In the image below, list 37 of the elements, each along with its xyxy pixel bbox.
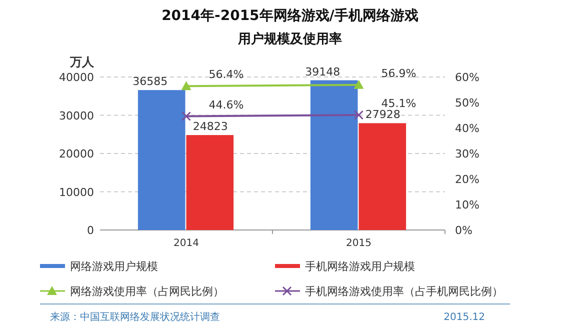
legend-label: 网络游戏用户规模: [70, 260, 158, 273]
legend-label: 手机网络游戏用户规模: [305, 260, 415, 273]
y2-tick-label: 10%: [455, 198, 480, 212]
source-note: 来源：中国互联网络发展状况统计调查: [50, 311, 220, 323]
y-tick-label: 30000: [59, 109, 94, 122]
y2-tick-label: 60%: [455, 71, 480, 84]
text: 2015.12: [444, 312, 485, 323]
y-axis-title: 万人: [69, 55, 95, 69]
y-tick-label: 20000: [59, 148, 94, 160]
data-label: 56.4%: [208, 68, 244, 82]
y-tick-label: 40000: [59, 71, 94, 84]
chart-title: 2014年-2015年网络游戏/手机网络游戏: [162, 7, 418, 24]
legend-label: 手机网络游戏使用率（占手机网民比例）: [305, 285, 503, 298]
bar: [310, 80, 358, 230]
data-label: 36585: [132, 75, 168, 88]
point: [354, 110, 364, 120]
bar: [138, 90, 186, 230]
data-label: 27928: [365, 108, 400, 122]
y2-tick-label: 50%: [455, 96, 480, 110]
x-tick-label: 2014: [174, 238, 199, 249]
data-label: 24823: [192, 120, 228, 134]
bar: [358, 123, 406, 230]
data-label: 44.6%: [208, 98, 244, 112]
chart-subtitle: 用户规模及使用率: [237, 31, 342, 47]
data-label: 56.9%: [381, 66, 416, 80]
point: [182, 112, 191, 122]
y-tick-label: 0: [87, 224, 94, 237]
x-tick-label: 2015: [346, 238, 372, 249]
y-tick-label: 10000: [59, 186, 94, 199]
data-label: 45.1%: [381, 96, 416, 110]
y2-tick-label: 20%: [455, 173, 480, 186]
y2-tick-label: 40%: [455, 122, 480, 135]
y2-tick-label: 30%: [455, 148, 480, 160]
bar: [186, 135, 234, 230]
y2-tick-label: 0%: [455, 224, 472, 237]
legend-label: 网络游戏使用率（占网民比例）: [70, 285, 224, 298]
data-label: 39148: [305, 65, 340, 78]
